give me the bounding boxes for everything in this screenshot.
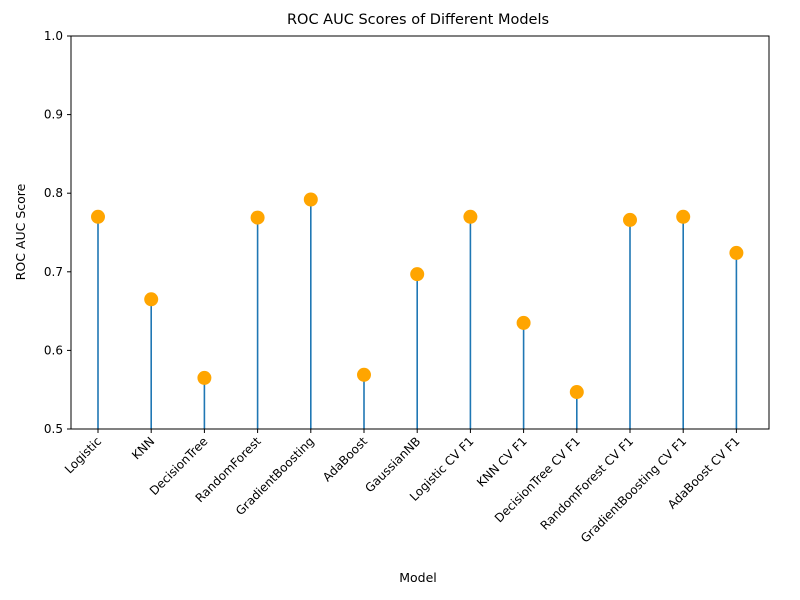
marker-1	[144, 292, 159, 307]
x-tick-label-11: GradientBoosting CV F1	[578, 434, 689, 545]
x-tick-label-1: KNN	[129, 434, 157, 462]
x-axis: Logistic KNNDecisionTreeRandomForestGradi…	[62, 429, 743, 546]
y-axis: 0.5 0.6 0.7 0.8 0.9 1.0	[44, 29, 71, 436]
marker-6	[410, 267, 425, 282]
marker-4	[303, 192, 318, 207]
marker-12	[729, 245, 744, 260]
x-tick-label-0: Logistic	[62, 434, 104, 476]
y-tick-label-0: 0.5	[44, 422, 63, 436]
x-axis-label: Model	[399, 570, 437, 585]
marker-3	[250, 210, 265, 225]
plot-area: 0.50.60.70.80.91.0 Logistic KNNDecisionTr…	[44, 29, 770, 546]
plot-frame	[70, 35, 770, 430]
marker-5	[357, 367, 371, 382]
y-axis-label: ROC AUC Score	[13, 183, 28, 280]
y-tick-label-5: 1.0	[44, 29, 63, 43]
x-tick-label-5: AdaBoost	[320, 434, 370, 484]
marker-8	[516, 315, 531, 330]
x-tick-label-8: KNN CV F1	[474, 434, 530, 490]
x-tick-label-10: RandomForest CV F1	[538, 434, 636, 532]
marker-10	[623, 212, 637, 227]
y-tick-label-1: 0.6	[44, 343, 63, 357]
marker-7	[463, 209, 478, 224]
marker-2	[197, 370, 212, 385]
marker-11	[676, 209, 691, 224]
stems-layer	[97, 199, 738, 429]
y-tick-label-3: 0.8	[44, 186, 63, 200]
marker-0	[91, 209, 105, 224]
chart-title: ROC AUC Scores of Different Models	[287, 12, 549, 28]
y-tick-label-4: 0.9	[44, 108, 63, 122]
y-tick-label-2: 0.7	[44, 265, 63, 279]
marker-9	[569, 385, 584, 400]
markers-layer	[91, 192, 744, 400]
